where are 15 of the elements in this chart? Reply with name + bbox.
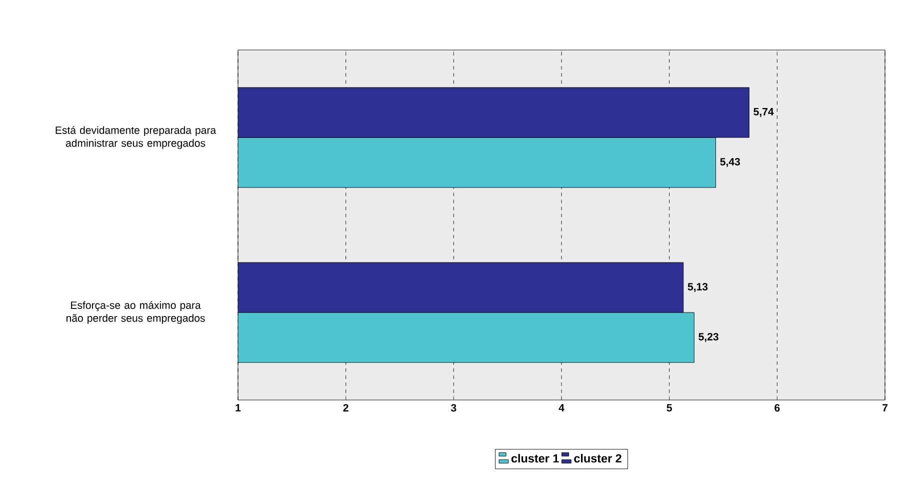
x-tick-label: 1: [236, 404, 241, 412]
legend-label: cluster 1: [511, 454, 559, 463]
y-tick-label: Está devidamente preparada para administrar seus empregados: [56, 126, 216, 149]
legend-label: cluster 2: [574, 454, 622, 463]
data-label: 5,13: [688, 283, 708, 292]
data-label: 5,23: [698, 333, 718, 342]
data-label: 5,43: [720, 158, 740, 167]
x-tick-label: 6: [774, 404, 780, 412]
data-label: 5,74: [754, 108, 774, 117]
y-tick-label: Esforça-se ao máximo para não perder seus empregados: [66, 301, 205, 324]
x-tick-label: 3: [450, 404, 456, 412]
x-tick-label: 4: [558, 404, 564, 412]
x-tick-label: 2: [343, 404, 348, 412]
x-tick-label: 7: [882, 404, 888, 412]
x-tick-label: 5: [666, 404, 672, 412]
